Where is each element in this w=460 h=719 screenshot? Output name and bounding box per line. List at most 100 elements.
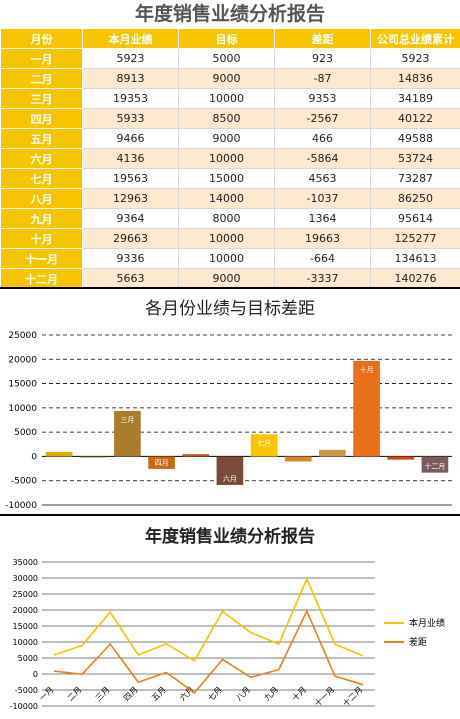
table-row: 十月 29663 10000 19663 125277 [0,228,460,249]
y-tick-label: -10000 [5,501,37,511]
value-cell: 923 [274,48,371,69]
y-tick-label: 10000 [13,638,38,647]
bar-label: 七月 [257,438,271,447]
bar-label: 四月 [155,459,169,467]
x-tick-label: 九月 [262,685,280,703]
table-row: 七月 19563 15000 4563 73287 [0,168,460,189]
y-tick-label: 5000 [14,428,37,438]
value-cell: 53724 [370,148,460,169]
table-row: 二月 8913 9000 -87 14836 [0,68,460,89]
value-cell: -2567 [274,108,371,129]
chart-title: 年度销售业绩分析报告 [145,526,315,547]
sales-table: 月份 本月业绩 目标 差距 公司总业绩累计 一月 5923 5000 923 5923 二月 891… [0,28,460,289]
value-cell: 4563 [274,168,371,189]
month-cell: 七月 [0,168,83,189]
bar-label: 十月 [360,365,374,374]
value-cell: -3337 [274,268,371,289]
value-cell: -5864 [274,148,371,169]
x-tick-label: 八月 [234,685,252,703]
value-cell: 5663 [82,268,179,289]
y-tick-label: 0 [31,452,37,462]
value-cell: 14000 [178,188,275,209]
x-tick-label: 二月 [66,685,84,703]
month-cell: 四月 [0,108,83,129]
bar [250,434,278,457]
bar-label: 六月 [223,474,237,483]
bar [148,456,175,469]
y-tick-label: 35000 [13,558,38,567]
x-tick-label: 五月 [150,685,168,703]
gap-bar-chart: 各月份业绩与目标差距 -10000 -5000 0 5000 10000 15000 2000… [5,299,452,511]
y-tick-label: 25000 [13,590,38,599]
bar [45,451,73,457]
value-cell: 125277 [370,228,460,249]
x-tick-label: 十二月 [340,684,364,708]
x-tick-label: 十月 [290,684,308,702]
bar [353,360,380,457]
section-divider [0,514,460,516]
column-header: 公司总业绩累计 [370,28,460,49]
column-header: 目标 [178,28,275,49]
y-tick-label: 20000 [13,606,38,615]
column-header: 本月业绩 [82,28,179,49]
table-header-row: 月份 本月业绩 目标 差距 公司总业绩累计 [0,28,460,49]
table-row: 十一月 9336 10000 -664 134613 [0,248,460,269]
bar [387,456,415,460]
value-cell: 34189 [370,88,460,109]
value-cell: -664 [274,248,371,269]
month-cell: 九月 [0,208,83,229]
column-header: 月份 [0,28,83,49]
value-cell: 19353 [82,88,179,109]
month-cell: 八月 [0,188,83,209]
value-cell: 4136 [82,148,179,169]
table-row: 六月 4136 10000 -5864 53724 [0,148,460,169]
table-row: 八月 12963 14000 -1037 86250 [0,188,460,209]
value-cell: 9336 [82,248,179,269]
y-tick-label: 15000 [8,380,37,390]
month-cell: 十一月 [0,248,83,269]
chart-title: 各月份业绩与目标差距 [145,299,315,319]
value-cell: 86250 [370,188,460,209]
value-cell: 8500 [178,108,275,129]
month-cell: 六月 [0,148,83,169]
value-cell: 8913 [82,68,179,89]
bar [216,456,244,485]
y-tick-label: -5000 [11,477,37,487]
value-cell: 9466 [82,128,179,149]
x-tick-label: 三月 [94,685,112,703]
value-cell: 19563 [82,168,179,189]
month-cell: 三月 [0,88,83,109]
y-tick-label: 20000 [8,355,37,365]
y-tick-label: -10000 [10,702,38,711]
value-cell: 9000 [178,268,275,289]
value-cell: 5933 [82,108,179,129]
bar-label: 十二月 [424,462,445,471]
table-row: 三月 19353 10000 9353 34189 [0,88,460,109]
report-title: 年度销售业绩分析报告 [134,3,325,25]
value-cell: 5923 [370,48,460,69]
value-cell: 10000 [178,148,275,169]
y-tick-label: 15000 [13,622,38,631]
value-cell: 10000 [178,88,275,109]
value-cell: 9353 [274,88,371,109]
column-header: 差距 [274,28,371,49]
value-cell: 134613 [370,248,460,269]
value-cell: 5000 [178,48,275,69]
y-tick-label: 0 [33,670,38,679]
bar [182,454,210,457]
table-row: 一月 5923 5000 923 5923 [0,48,460,69]
value-cell: 73287 [370,168,460,189]
month-cell: 二月 [0,68,83,89]
value-cell: 19663 [274,228,371,249]
y-tick-label: 25000 [8,331,37,341]
table-row: 四月 5933 8500 -2567 40122 [0,108,460,129]
value-cell: -87 [274,68,371,89]
x-tick-label: 七月 [206,685,224,703]
table-row: 九月 9364 8000 1364 95614 [0,208,460,229]
x-tick-label: 一月 [38,685,56,703]
table-row: 五月 9466 9000 466 49588 [0,128,460,149]
table-body: 一月 5923 5000 923 5923 二月 8913 9000 -87 14836 三月 193… [0,48,460,289]
series-line [53,609,364,694]
bar [421,456,449,473]
value-cell: 95614 [370,208,460,229]
